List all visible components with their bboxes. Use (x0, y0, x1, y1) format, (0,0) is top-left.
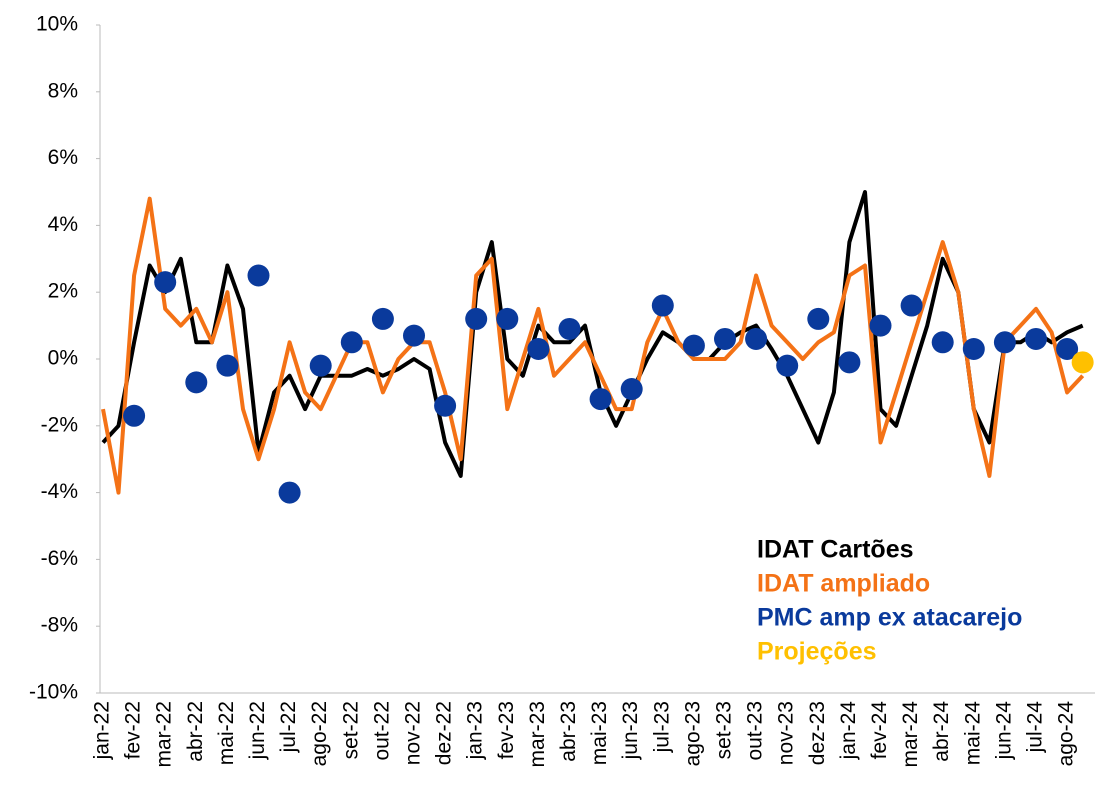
point (776, 354, 799, 377)
y-tick-label: 8% (48, 79, 78, 102)
x-tick-label: out-23 (744, 701, 767, 761)
x-tick-label: mar-24 (899, 701, 922, 768)
point (247, 264, 270, 287)
point (123, 404, 146, 427)
legend-entry: Projeções (757, 638, 877, 666)
point (527, 337, 550, 360)
line-series (101, 196, 1085, 495)
x-tick-label: abr-22 (184, 701, 207, 762)
point (900, 294, 923, 317)
y-tick-label: -8% (41, 614, 78, 637)
x-tick-label: mar-23 (526, 701, 549, 768)
point (1025, 327, 1047, 350)
x-tick-label: jun-22 (246, 701, 269, 760)
point (651, 294, 674, 317)
x-tick-label: jan-24 (837, 701, 860, 761)
point (931, 331, 954, 354)
y-tick-label: -10% (29, 681, 78, 704)
x-tick-label: dez-22 (433, 701, 456, 765)
y-tick-label: -2% (41, 413, 78, 436)
point (745, 327, 768, 350)
point (278, 481, 301, 504)
x-tick-label: jul-24 (1024, 701, 1047, 754)
x-tick-label: ago-23 (681, 701, 704, 766)
point (838, 351, 861, 374)
point (371, 307, 394, 330)
point (682, 334, 705, 357)
point (558, 317, 581, 340)
x-tick-label: mai-24 (961, 701, 984, 766)
x-tick-label: fev-22 (122, 701, 145, 759)
point (465, 307, 488, 330)
legend-entry: PMC amp ex atacarejo (757, 604, 1022, 632)
x-tick-label: mai-22 (215, 701, 238, 765)
x-tick-label: jan-23 (464, 701, 487, 760)
x-tick-label: out-22 (370, 701, 393, 761)
legend-entry: IDAT ampliado (757, 570, 930, 598)
x-tick-label: jun-24 (992, 701, 1015, 761)
legend-entry: IDAT Cartões (757, 536, 914, 564)
y-tick-label: 10% (36, 13, 78, 36)
x-tick-label: fev-23 (495, 701, 518, 759)
x-tick-label: ago-22 (308, 701, 331, 766)
x-tick-label: jan-22 (91, 701, 114, 760)
y-tick-label: 0% (48, 347, 78, 370)
point (403, 324, 425, 347)
point (1056, 337, 1079, 360)
y-tick-label: -4% (41, 480, 78, 503)
y-tick-label: 2% (48, 280, 78, 303)
x-tick-label: mar-22 (153, 701, 176, 768)
point (807, 307, 830, 330)
point (154, 271, 177, 294)
x-tick-label: dez-23 (806, 701, 829, 765)
point (309, 354, 332, 377)
x-tick-label: jul-22 (277, 701, 300, 753)
x-tick-label: jun-23 (619, 701, 642, 760)
point (589, 388, 612, 411)
x-tick-label: set-22 (339, 701, 362, 759)
point (714, 327, 736, 350)
point (434, 394, 457, 417)
y-tick-label: -6% (41, 547, 78, 570)
x-tick-label: fev-24 (868, 701, 891, 760)
x-tick-label: abr-24 (930, 701, 953, 762)
x-tick-label: nov-22 (402, 701, 425, 765)
x-tick-label: abr-23 (557, 701, 580, 762)
point (962, 337, 985, 360)
x-tick-label: jul-23 (650, 701, 673, 753)
point (496, 307, 519, 330)
x-tick-label: nov-23 (775, 701, 798, 765)
point (620, 378, 643, 401)
point (1071, 351, 1094, 374)
x-tick-label: mai-23 (588, 701, 611, 765)
point (216, 354, 239, 377)
point (869, 314, 892, 337)
y-tick-label: 6% (48, 146, 78, 169)
point (340, 331, 363, 354)
point (993, 331, 1016, 354)
y-tick-label: 4% (48, 213, 78, 236)
x-tick-label: ago-24 (1055, 701, 1078, 767)
x-tick-label: set-23 (713, 701, 736, 759)
point (185, 371, 208, 394)
